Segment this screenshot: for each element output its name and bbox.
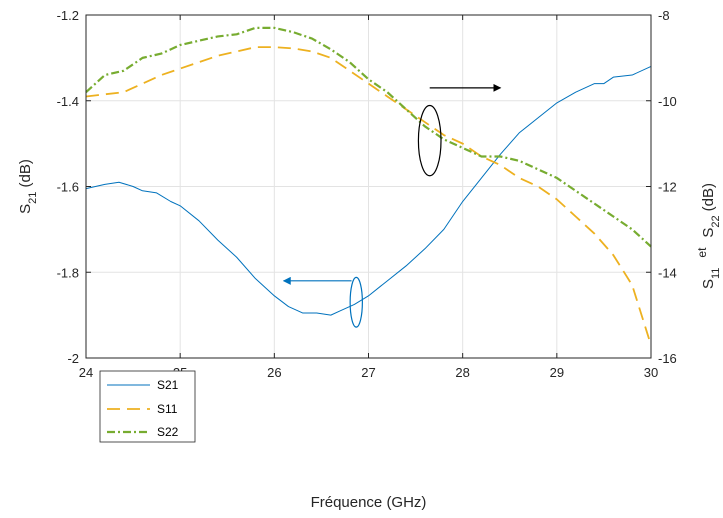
x-tick-label: 29	[550, 365, 564, 380]
legend-entry-s11: S11	[107, 402, 178, 416]
y-left-tick-label: -1.8	[57, 265, 79, 280]
annotation-layer	[282, 83, 502, 328]
y-right-tick-label: -14	[658, 265, 677, 280]
y-left-tick-label: -1.2	[57, 8, 79, 23]
x-tick-label: 27	[361, 365, 375, 380]
y-left-tick-label: -1.6	[57, 180, 79, 195]
x-tick-label: 28	[455, 365, 469, 380]
y-left-tick-label: -2	[67, 351, 79, 366]
y-right-tick-label: -16	[658, 351, 677, 366]
y-left-tick-label: -1.4	[57, 94, 79, 109]
series-layer	[85, 26, 652, 346]
x-tick-label: 24	[79, 365, 93, 380]
legend-box	[99, 370, 196, 443]
x-axis-label: Fréquence (GHz)	[311, 494, 427, 511]
y-right-tick-label: -8	[658, 8, 670, 23]
legend-entry-s22: S22	[107, 425, 179, 439]
legend-entry-s21: S21	[107, 378, 179, 392]
y-axis-label-right: S11etS22(dB)	[695, 183, 722, 289]
legend: S21 S11 S22	[99, 370, 196, 443]
y-right-tick-label: -10	[658, 94, 677, 109]
x-tick-label: 30	[644, 365, 658, 380]
annotation-ellipse-right-axis	[417, 104, 442, 177]
legend-label-s21: S21	[157, 378, 179, 392]
y-axis-label-left: S21 (dB)	[17, 159, 39, 214]
y-right-tick-label: -12	[658, 180, 677, 195]
legend-label-s22: S22	[157, 425, 179, 439]
annotation-ellipse-left-axis	[349, 276, 363, 328]
legend-label-s11: S11	[157, 402, 178, 416]
series-line-s22	[85, 26, 652, 248]
series-line-s21	[85, 65, 652, 316]
series-line-s11	[85, 46, 652, 346]
x-tick-label: 26	[267, 365, 281, 380]
